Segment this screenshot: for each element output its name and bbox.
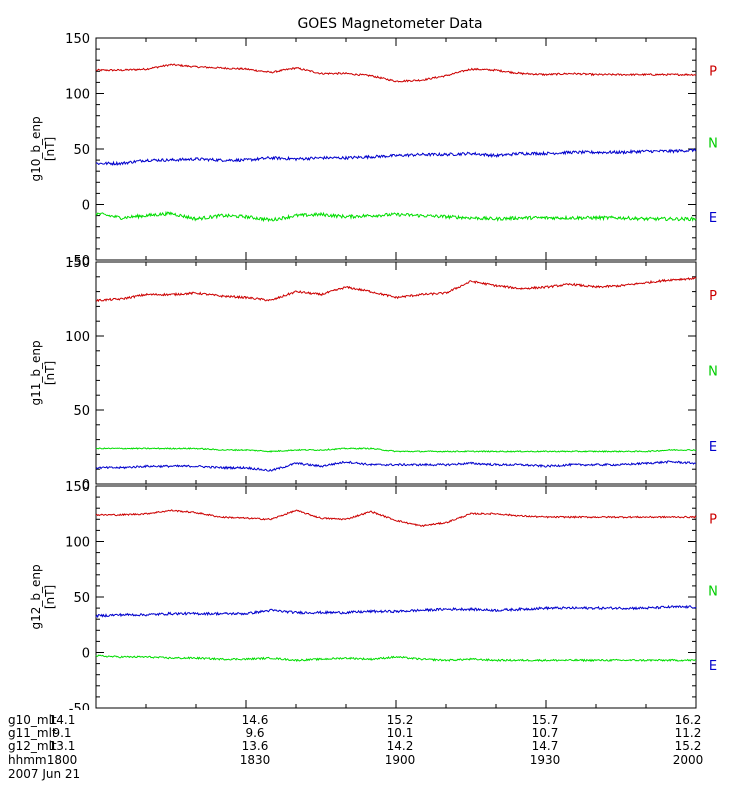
y-axis-label: g10_b_enp bbox=[29, 116, 43, 181]
series-line-1 bbox=[95, 63, 697, 83]
bottom-row-label: g10_mlt bbox=[8, 713, 57, 727]
series-line-2 bbox=[95, 147, 697, 166]
bottom-row-value: 14.2 bbox=[386, 739, 414, 753]
bottom-row-value: 1830 bbox=[239, 753, 271, 767]
series-legend-N: N bbox=[708, 365, 718, 380]
y-tick-label: 0 bbox=[82, 199, 90, 214]
y-tick-label: 150 bbox=[65, 32, 90, 47]
series-legend-N: N bbox=[708, 584, 718, 599]
bottom-row-value: 1900 bbox=[384, 753, 416, 767]
bottom-row-value: 10.7 bbox=[531, 726, 559, 740]
y-axis-label: g12_b_enp bbox=[29, 564, 43, 629]
series-line-3 bbox=[95, 447, 697, 453]
bottom-row-value: 11.2 bbox=[674, 726, 702, 740]
chart-svg: GOES Magnetometer Data 150 100 50 0 -50 g10_b… bbox=[29, 16, 718, 710]
series-line-1 bbox=[95, 276, 697, 303]
series-line-3 bbox=[95, 654, 697, 663]
bottom-row-value: 9.1 bbox=[52, 726, 72, 740]
bottom-row-value: 13.1 bbox=[48, 739, 76, 753]
bottom-row-value: 2000 bbox=[672, 753, 704, 767]
y-tick-label: 100 bbox=[65, 536, 90, 551]
bottom-row-value: 16.2 bbox=[674, 713, 702, 727]
bottom-row-label: hhmm bbox=[8, 753, 47, 767]
bottom-row-value: 15.2 bbox=[386, 713, 414, 727]
plot-frame bbox=[95, 485, 697, 709]
series-legend-E: E bbox=[709, 659, 717, 674]
plot-frame bbox=[95, 37, 697, 261]
y-tick-label: -50 bbox=[69, 702, 90, 710]
y-axis-unit: [nT] bbox=[43, 361, 57, 385]
bottom-row-value: 15.7 bbox=[531, 713, 559, 727]
y-tick-label: 50 bbox=[73, 404, 90, 419]
bottom-row-value: 13.6 bbox=[241, 739, 269, 753]
date-label: 2007 Jun 21 bbox=[8, 767, 81, 781]
series-legend-E: E bbox=[709, 211, 717, 226]
bottom-row-label: g11_mlt bbox=[8, 726, 57, 740]
series-line-3 bbox=[95, 210, 697, 223]
series-line-2 bbox=[95, 460, 696, 472]
y-tick-label: 150 bbox=[65, 480, 90, 495]
series-legend-P: P bbox=[709, 289, 717, 304]
panel-3: 150 100 50 0 -50 g12_b_enp [nT] P N E bbox=[29, 480, 718, 710]
y-tick-label: 0 bbox=[82, 478, 90, 493]
bottom-row-value: 1930 bbox=[529, 753, 561, 767]
bottom-row-value: 1800 bbox=[46, 753, 78, 767]
bottom-row-value: 15.2 bbox=[674, 739, 702, 753]
bottom-row-value: 14.7 bbox=[531, 739, 559, 753]
series-legend-P: P bbox=[709, 64, 717, 79]
series-legend-E: E bbox=[709, 440, 717, 455]
y-tick-label: 100 bbox=[65, 88, 90, 103]
panel-1: 150 100 50 0 -50 g10_b_enp [nT] P N E bbox=[29, 32, 718, 269]
bottom-row-value: 14.6 bbox=[241, 713, 269, 727]
y-axis-label: g11_b_enp bbox=[29, 340, 43, 405]
y-axis-unit: [nT] bbox=[43, 137, 57, 161]
bottom-row-value: 14.1 bbox=[48, 713, 76, 727]
bottom-row-value: 9.6 bbox=[245, 726, 265, 740]
bottom-row-label: g12_mlt bbox=[8, 739, 57, 753]
y-tick-label: 50 bbox=[73, 591, 90, 606]
y-tick-label: 100 bbox=[65, 330, 90, 345]
bottom-row-value: 10.1 bbox=[386, 726, 414, 740]
y-tick-label: 50 bbox=[73, 143, 90, 158]
y-tick-label: -50 bbox=[69, 254, 90, 269]
y-tick-label: 0 bbox=[82, 647, 90, 662]
series-line-2 bbox=[95, 604, 697, 619]
series-line-1 bbox=[95, 509, 697, 528]
y-tick-label: 150 bbox=[65, 256, 90, 271]
y-axis-unit: [nT] bbox=[43, 585, 57, 609]
series-legend-P: P bbox=[709, 512, 717, 527]
series-legend-N: N bbox=[708, 136, 718, 151]
panel-2: 150 100 50 0 g11_b_enp [nT] P N E bbox=[29, 256, 718, 493]
chart-title: GOES Magnetometer Data bbox=[297, 16, 482, 32]
